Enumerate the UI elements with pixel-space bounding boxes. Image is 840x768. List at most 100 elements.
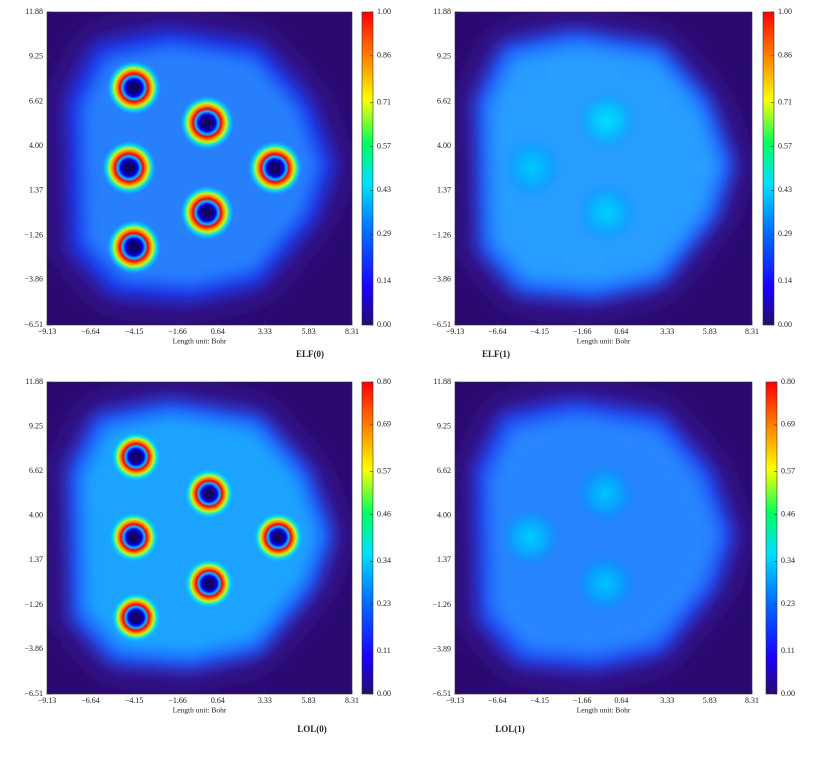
y-tick-label: −6.51 xyxy=(432,320,451,329)
colorbar-tick-label: 0.00 xyxy=(781,689,795,698)
x-tick-label: 5.83 xyxy=(703,696,717,705)
panel-caption: ELF(1) xyxy=(482,349,510,359)
x-tick-label: −4.15 xyxy=(531,327,550,336)
x-tick-label: −9.13 xyxy=(38,696,57,705)
x-tick-label: −9.13 xyxy=(446,696,465,705)
plot-frame xyxy=(46,11,353,326)
panel-caption: LOL(1) xyxy=(495,724,525,734)
peak xyxy=(575,463,636,524)
peak xyxy=(248,141,303,196)
peak xyxy=(575,553,636,614)
y-tick-label: 9.25 xyxy=(437,421,451,430)
peak xyxy=(106,220,161,275)
y-tick-label: 1.37 xyxy=(437,186,451,195)
plot-area xyxy=(47,382,352,694)
colorbar-tick-label: 0.71 xyxy=(377,98,391,107)
y-tick-label: −6.51 xyxy=(24,689,43,698)
plot-area xyxy=(455,12,752,325)
colorbar-tick-label: 0.43 xyxy=(778,185,792,194)
peak xyxy=(106,60,161,115)
x-tick-label: 5.83 xyxy=(302,327,316,336)
colorbar-tick-label: 0.46 xyxy=(781,509,795,518)
colorbar-tick-label: 0.43 xyxy=(377,185,391,194)
panel: −6.51 −3.86 −1.26 1.37 4.00 6.62 9.25 11.88 −9.1… xyxy=(24,377,391,734)
y-tick-label: 9.25 xyxy=(29,52,43,61)
y-tick-label: −6.51 xyxy=(24,320,43,329)
colorbar-tick-label: 0.86 xyxy=(377,51,391,60)
colorbar xyxy=(361,381,374,695)
y-tick-label: 4.00 xyxy=(29,141,43,150)
y-tick-label: 4.00 xyxy=(437,511,451,520)
y-tick-label: −3.86 xyxy=(432,275,451,284)
colorbar-tick-label: 0.29 xyxy=(778,229,792,238)
x-axis-label: Length unit: Bohr xyxy=(577,337,631,346)
x-tick-label: −6.64 xyxy=(488,327,507,336)
y-tick-label: −6.51 xyxy=(432,689,451,698)
y-tick-label: 1.37 xyxy=(437,555,451,564)
colorbar-tick-label: 0.80 xyxy=(781,377,795,386)
panel: −6.51 −3.86 −1.26 1.37 4.00 6.62 9.25 11.88 −9.1… xyxy=(432,7,792,359)
y-tick-label: −3.86 xyxy=(24,644,43,653)
panel-caption: LOL(0) xyxy=(297,724,327,734)
colorbar-tick-label: 0.29 xyxy=(377,229,391,238)
y-tick-label: 6.62 xyxy=(29,466,43,475)
colorbar-tick-label: 0.00 xyxy=(377,320,391,329)
x-tick-label: 0.64 xyxy=(614,696,628,705)
x-tick-label: −1.66 xyxy=(168,327,187,336)
y-tick-label: 4.00 xyxy=(437,141,451,150)
y-tick-label: 11.88 xyxy=(433,377,451,386)
y-tick-label: −1.26 xyxy=(24,230,43,239)
x-tick-label: 3.33 xyxy=(258,696,272,705)
x-axis-label: Length unit: Bohr xyxy=(173,337,227,346)
peak xyxy=(184,558,235,609)
x-tick-label: 3.33 xyxy=(660,696,674,705)
y-tick-label: 11.88 xyxy=(25,7,43,16)
y-tick-label: 1.37 xyxy=(29,555,43,564)
colorbar-tick-label: 0.11 xyxy=(377,646,391,655)
envelope-inner xyxy=(488,413,722,656)
peak xyxy=(102,140,157,195)
x-tick-label: −9.13 xyxy=(446,327,465,336)
plot-area xyxy=(455,382,752,694)
colorbar-tick-label: 0.34 xyxy=(377,556,391,565)
x-tick-label: 8.31 xyxy=(745,696,759,705)
x-tick-label: −1.66 xyxy=(573,696,592,705)
x-tick-label: −4.15 xyxy=(125,327,144,336)
x-tick-label: 8.31 xyxy=(745,327,759,336)
x-tick-label: −1.66 xyxy=(168,696,187,705)
peak xyxy=(502,137,563,198)
panel: −6.51 −3.86 −1.26 1.37 4.00 6.62 9.25 11.88 −9.1… xyxy=(24,7,391,359)
y-tick-label: 11.88 xyxy=(25,377,43,386)
peak xyxy=(576,90,637,151)
peak xyxy=(111,431,162,482)
plot-frame xyxy=(46,381,353,695)
x-tick-label: 8.31 xyxy=(345,327,359,336)
peak xyxy=(180,185,235,240)
colorbar-tick-label: 0.57 xyxy=(377,467,391,476)
panel: −6.51 −3.89 −1.26 1.37 4.00 6.62 9.25 11.88 −9.1… xyxy=(432,377,795,734)
peak xyxy=(576,182,637,243)
panel-caption: ELF(0) xyxy=(296,349,324,359)
x-tick-label: −6.64 xyxy=(488,696,507,705)
y-tick-label: 6.62 xyxy=(437,96,451,105)
peak xyxy=(108,512,159,563)
x-tick-label: −1.66 xyxy=(573,327,592,336)
x-tick-label: −4.15 xyxy=(125,696,144,705)
x-axis-label: Length unit: Bohr xyxy=(577,706,631,715)
x-tick-label: −6.64 xyxy=(81,696,100,705)
colorbar-tick-label: 0.71 xyxy=(778,98,792,107)
colorbar-tick-label: 0.23 xyxy=(377,599,391,608)
colorbar-tick-label: 0.57 xyxy=(377,141,391,150)
colorbar-tick-label: 1.00 xyxy=(778,7,792,16)
y-tick-label: −1.26 xyxy=(432,230,451,239)
y-tick-label: 11.88 xyxy=(433,7,451,16)
colorbar xyxy=(762,11,775,326)
x-tick-label: 8.31 xyxy=(345,696,359,705)
x-tick-label: 5.83 xyxy=(302,696,316,705)
peak xyxy=(180,95,235,150)
plot-frame xyxy=(454,11,753,326)
plot-frame xyxy=(454,381,753,695)
colorbar-tick-label: 0.86 xyxy=(778,51,792,60)
colorbar-tick-label: 0.57 xyxy=(778,141,792,150)
